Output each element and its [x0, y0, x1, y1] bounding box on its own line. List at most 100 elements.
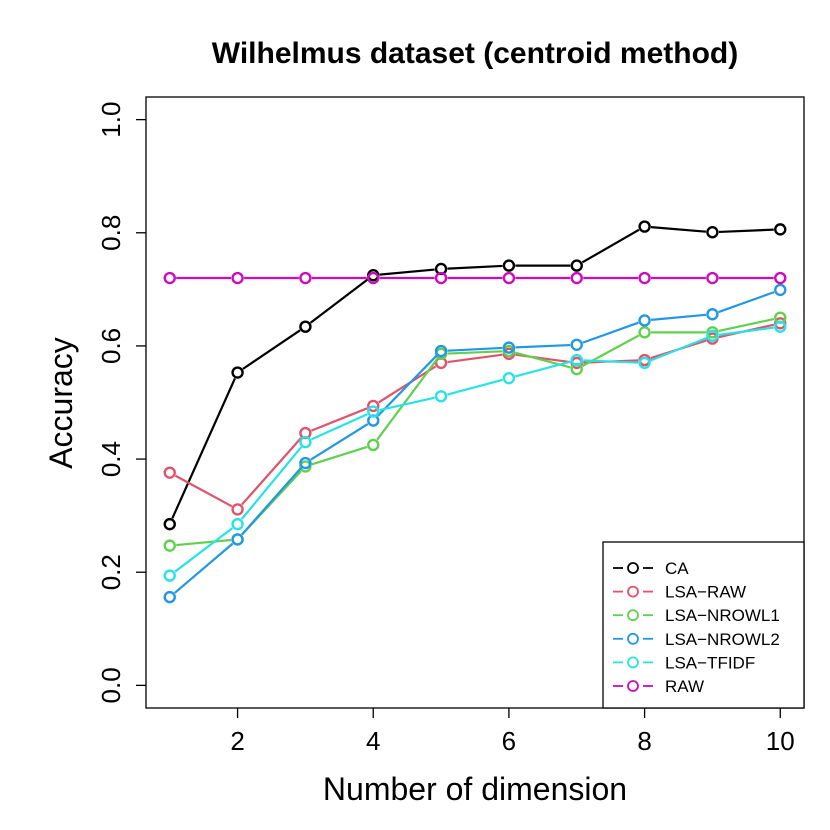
- legend-item: RAW: [613, 677, 704, 696]
- series-line-segment: [242, 329, 301, 370]
- data-point: [570, 338, 583, 351]
- x-tick-label: 4: [366, 726, 380, 756]
- data-point: [706, 329, 719, 342]
- legend-marker: [627, 632, 639, 645]
- data-point: [163, 517, 176, 531]
- series-line-segment: [447, 378, 503, 396]
- data-point: [774, 271, 787, 285]
- legend-marker: [627, 680, 639, 692]
- data-point: [163, 466, 176, 479]
- data-point: [774, 223, 787, 236]
- series-line-segment: [310, 423, 369, 461]
- data-point: [163, 590, 176, 604]
- series-line-segment: [718, 291, 775, 314]
- data-point: [299, 320, 312, 333]
- data-point: [367, 405, 380, 418]
- legend-label: LSA−TFIDF: [665, 653, 755, 672]
- data-point: [706, 271, 719, 285]
- plot-area: 2 4 6 8 10 0.0 0.2 0.4 0.6 0.8 1.0: [96, 96, 805, 756]
- series-line-segment: [379, 396, 435, 412]
- series-line-segment: [650, 313, 707, 321]
- series-line-segment: [309, 278, 369, 324]
- x-tick-label: 8: [637, 726, 651, 756]
- series-lsa-tfidf: [163, 320, 787, 582]
- y-tick-label: 0.8: [96, 215, 126, 251]
- x-tick-label: 6: [502, 726, 516, 756]
- data-point: [367, 399, 380, 413]
- data-point: [570, 259, 583, 272]
- series-line-segment: [241, 467, 302, 536]
- series-line-segment: [515, 343, 571, 349]
- legend-label: CA: [665, 559, 689, 578]
- series-line-segment: [447, 353, 503, 364]
- series-raw: [163, 271, 787, 285]
- y-tick-label: 0.4: [96, 441, 126, 477]
- x-tick-label: 10: [766, 726, 795, 756]
- legend-item: CA: [613, 559, 689, 578]
- data-point: [638, 271, 651, 285]
- data-point: [638, 356, 651, 370]
- data-point: [299, 456, 312, 470]
- data-point: [163, 569, 176, 582]
- legend-marker: [627, 562, 639, 574]
- y-tick-label: 1.0: [96, 102, 126, 138]
- series-line-segment: [718, 326, 774, 336]
- data-point: [570, 271, 583, 285]
- series-line-segment: [174, 527, 234, 573]
- legend-label: LSA−NROWL1: [665, 606, 780, 625]
- data-point: [231, 517, 244, 531]
- chart-title: Wilhelmus dataset (centroid method): [212, 37, 738, 70]
- series-line-segment: [650, 225, 707, 233]
- data-point: [774, 283, 787, 297]
- data-point: [502, 341, 516, 354]
- data-point: [367, 438, 380, 452]
- data-point: [706, 226, 719, 239]
- plot-frame: [145, 96, 805, 709]
- data-point: [434, 344, 448, 358]
- series-line-segment: [514, 360, 571, 378]
- series-lsa-nrowl2: [163, 283, 787, 604]
- legend-label: LSA−RAW: [665, 583, 746, 602]
- legend-item: LSA−RAW: [613, 583, 746, 602]
- data-point: [502, 271, 516, 285]
- data-point: [434, 271, 448, 285]
- x-axis-title: Number of dimension: [323, 771, 627, 807]
- legend-label: LSA−NROWL2: [665, 630, 780, 649]
- series-line-segment: [447, 264, 503, 270]
- data-point: [231, 366, 244, 379]
- series-line-segment: [581, 228, 640, 264]
- legend-label: RAW: [665, 677, 704, 696]
- data-point: [638, 326, 651, 339]
- series-line-segment: [650, 337, 707, 362]
- data-point: [434, 390, 448, 403]
- legend-marker: [627, 656, 639, 669]
- series-line-segment: [582, 321, 639, 344]
- y-tick-label: 0.2: [96, 554, 126, 590]
- series-line-segment: [583, 359, 639, 364]
- legend-item: LSA−TFIDF: [613, 653, 755, 672]
- data-point: [299, 271, 312, 285]
- series-line-segment: [176, 538, 232, 547]
- legend-marker: [627, 609, 639, 622]
- series-line-segment: [171, 377, 236, 519]
- series-line-segment: [718, 228, 774, 234]
- data-point: [163, 271, 176, 285]
- y-axis-title: Accuracy: [43, 337, 79, 469]
- series-line-segment: [311, 445, 368, 466]
- data-point: [163, 539, 176, 552]
- data-point: [774, 320, 787, 333]
- data-point: [231, 503, 244, 516]
- series-line-segment: [241, 437, 302, 506]
- data-point: [367, 271, 380, 285]
- data-point: [638, 220, 651, 233]
- legend-item: LSA−NROWL1: [613, 606, 780, 625]
- series-line-segment: [447, 346, 503, 352]
- series-line-segment: [173, 542, 234, 594]
- data-point: [706, 308, 719, 321]
- y-tick-label: 0.0: [96, 667, 126, 703]
- series-line-segment: [174, 474, 233, 508]
- series-line-segment: [311, 407, 368, 432]
- data-point: [231, 271, 244, 285]
- series-line-segment: [718, 317, 775, 333]
